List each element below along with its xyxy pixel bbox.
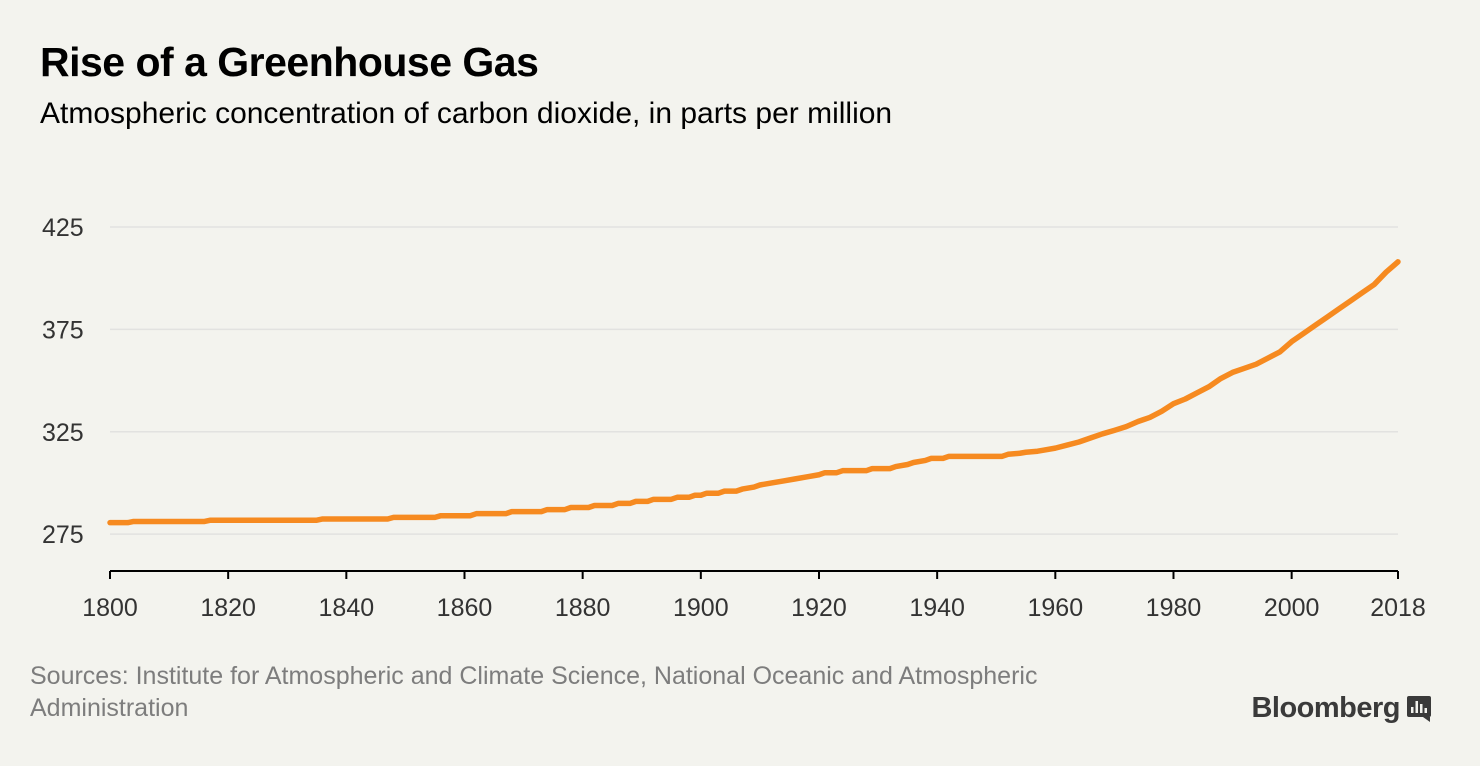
- x-tick-label: 1940: [909, 594, 965, 622]
- y-tick-label: 375: [42, 316, 84, 344]
- x-tick-label: 1900: [673, 594, 729, 622]
- y-tick-label: 325: [42, 419, 84, 447]
- x-tick-label: 1920: [791, 594, 847, 622]
- brand-name: Bloomberg: [1251, 692, 1400, 724]
- x-tick-label: 2000: [1264, 594, 1320, 622]
- bloomberg-terminal-icon: [1407, 695, 1431, 722]
- x-tick-label: 1860: [437, 594, 493, 622]
- x-tick-label: 2018: [1370, 594, 1426, 622]
- x-tick-label: 1980: [1146, 594, 1202, 622]
- source-note: Sources: Institute for Atmospheric and C…: [30, 662, 1038, 722]
- co2-series-line: [107, 259, 1401, 526]
- series-layer: [107, 259, 1401, 526]
- grid-lines: 275 325 375 425: [42, 214, 1398, 549]
- x-tick-label: 1800: [82, 594, 138, 622]
- y-tick-label: 275: [42, 521, 84, 549]
- x-tick-label: 1820: [200, 594, 256, 622]
- x-tick-label: 1960: [1028, 594, 1084, 622]
- x-tick-label: 1840: [319, 594, 375, 622]
- y-tick-label: 425: [42, 214, 84, 242]
- chart-subtitle: Atmospheric concentration of carbon diox…: [40, 97, 893, 130]
- chart-title: Rise of a Greenhouse Gas: [40, 39, 539, 85]
- bloomberg-logo: Bloomberg: [1251, 692, 1432, 725]
- x-axis: 1800 1820 1840 1860 1880 1900 1920 1940 1960 1980…: [82, 570, 1426, 622]
- x-tick-label: 1880: [555, 594, 611, 622]
